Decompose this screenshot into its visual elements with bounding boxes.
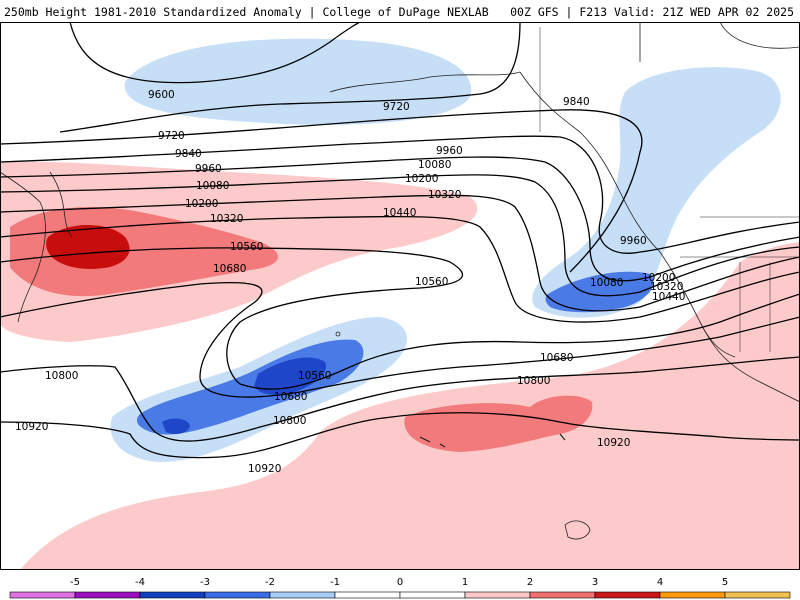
colorbar-tick-label: 2 bbox=[527, 577, 533, 588]
contour-label: 9720 bbox=[383, 101, 410, 113]
colorbar-swatch bbox=[529, 591, 596, 599]
colorbar-swatch bbox=[74, 591, 141, 599]
colorbar: -5 -4 -3 -2 -1 0 1 2 3 4 5 bbox=[9, 577, 791, 599]
anomaly-shading bbox=[0, 38, 800, 570]
colorbar-tick-label: -5 bbox=[70, 577, 80, 588]
negative-anomaly-core-1 bbox=[254, 357, 326, 395]
contour-label: 10680 bbox=[540, 352, 573, 364]
anomaly-map: 9600 9720 9720 9840 9840 9960 9960 9960 … bbox=[0, 22, 800, 570]
contour-label: 10920 bbox=[597, 437, 630, 449]
contour-label: 9720 bbox=[158, 130, 185, 142]
contour-label: 9840 bbox=[563, 96, 590, 108]
height-contours bbox=[0, 22, 800, 459]
map-title: 250mb Height 1981-2010 Standardized Anom… bbox=[4, 5, 489, 19]
colorbar-swatch bbox=[9, 591, 76, 599]
contour-label: 10800 bbox=[517, 375, 550, 387]
colorbar-swatch bbox=[594, 591, 661, 599]
colorbar-tick-label: 0 bbox=[397, 577, 403, 588]
contour-label: 10560 bbox=[230, 241, 263, 253]
contour-label: 10680 bbox=[213, 263, 246, 275]
positive-anomaly-hawaii bbox=[404, 395, 593, 452]
contour-label: 9960 bbox=[620, 235, 647, 247]
positive-anomaly-subtropics bbox=[20, 242, 800, 570]
contour-label: 10560 bbox=[298, 370, 331, 382]
negative-anomaly-west-coast bbox=[532, 67, 781, 318]
contour-label: 10080 bbox=[590, 277, 623, 289]
colorbar-tick-label: -2 bbox=[265, 577, 275, 588]
colorbar-tick-label: -3 bbox=[200, 577, 210, 588]
contour-label: 10800 bbox=[45, 370, 78, 382]
colorbar-swatch bbox=[139, 591, 206, 599]
contour-label: 10800 bbox=[273, 415, 306, 427]
colorbar-swatches bbox=[9, 591, 791, 599]
colorbar-swatch bbox=[464, 591, 531, 599]
colorbar-tick-label: 1 bbox=[462, 577, 468, 588]
contour-label: 10440 bbox=[383, 207, 416, 219]
header-bar: 250mb Height 1981-2010 Standardized Anom… bbox=[0, 0, 800, 22]
contour-label: 10920 bbox=[15, 421, 48, 433]
contour-label: 10320 bbox=[650, 281, 683, 293]
colorbar-swatch bbox=[204, 591, 271, 599]
contour-labels: 9600 9720 9720 9840 9840 9960 9960 9960 … bbox=[15, 89, 685, 475]
contour-label: 10920 bbox=[248, 463, 281, 475]
model-valid-time: 00Z GFS | F213 Valid: 21Z WED APR 02 202… bbox=[510, 5, 794, 19]
contour-label: 10200 bbox=[405, 173, 438, 185]
contour-label: 10080 bbox=[196, 180, 229, 192]
colorbar-tick-label: -4 bbox=[135, 577, 145, 588]
contour-label: 10680 bbox=[274, 391, 307, 403]
contour-label: 10320 bbox=[210, 213, 243, 225]
colorbar-tick-label: 4 bbox=[657, 577, 663, 588]
contour-label: 9600 bbox=[148, 89, 175, 101]
colorbar-tick-label: 5 bbox=[722, 577, 728, 588]
contour-label: 10200 bbox=[642, 272, 675, 284]
negative-anomaly-cutoff-low bbox=[545, 271, 654, 313]
contour-label: 9960 bbox=[436, 145, 463, 157]
colorbar-swatch bbox=[724, 591, 791, 599]
contour-label: 10200 bbox=[185, 198, 218, 210]
colorbar-swatch bbox=[334, 591, 401, 599]
colorbar-ticks: -5 -4 -3 -2 -1 0 1 2 3 4 5 bbox=[70, 577, 728, 588]
colorbar-swatch bbox=[269, 591, 336, 599]
positive-anomaly-core bbox=[46, 224, 130, 269]
colorbar-tick-label: -1 bbox=[330, 577, 340, 588]
contour-label: 9840 bbox=[175, 148, 202, 160]
contour-label: 10560 bbox=[415, 276, 448, 288]
negative-anomaly-core-2 bbox=[162, 418, 190, 434]
contour-label: 10320 bbox=[428, 189, 461, 201]
contour-label: 9960 bbox=[195, 163, 222, 175]
colorbar-tick-label: 3 bbox=[592, 577, 598, 588]
contour-label: 10080 bbox=[418, 159, 451, 171]
contour-label: 10440 bbox=[652, 291, 685, 303]
negative-anomaly-alaska bbox=[124, 38, 472, 125]
colorbar-swatch bbox=[399, 591, 466, 599]
colorbar-swatch bbox=[659, 591, 726, 599]
